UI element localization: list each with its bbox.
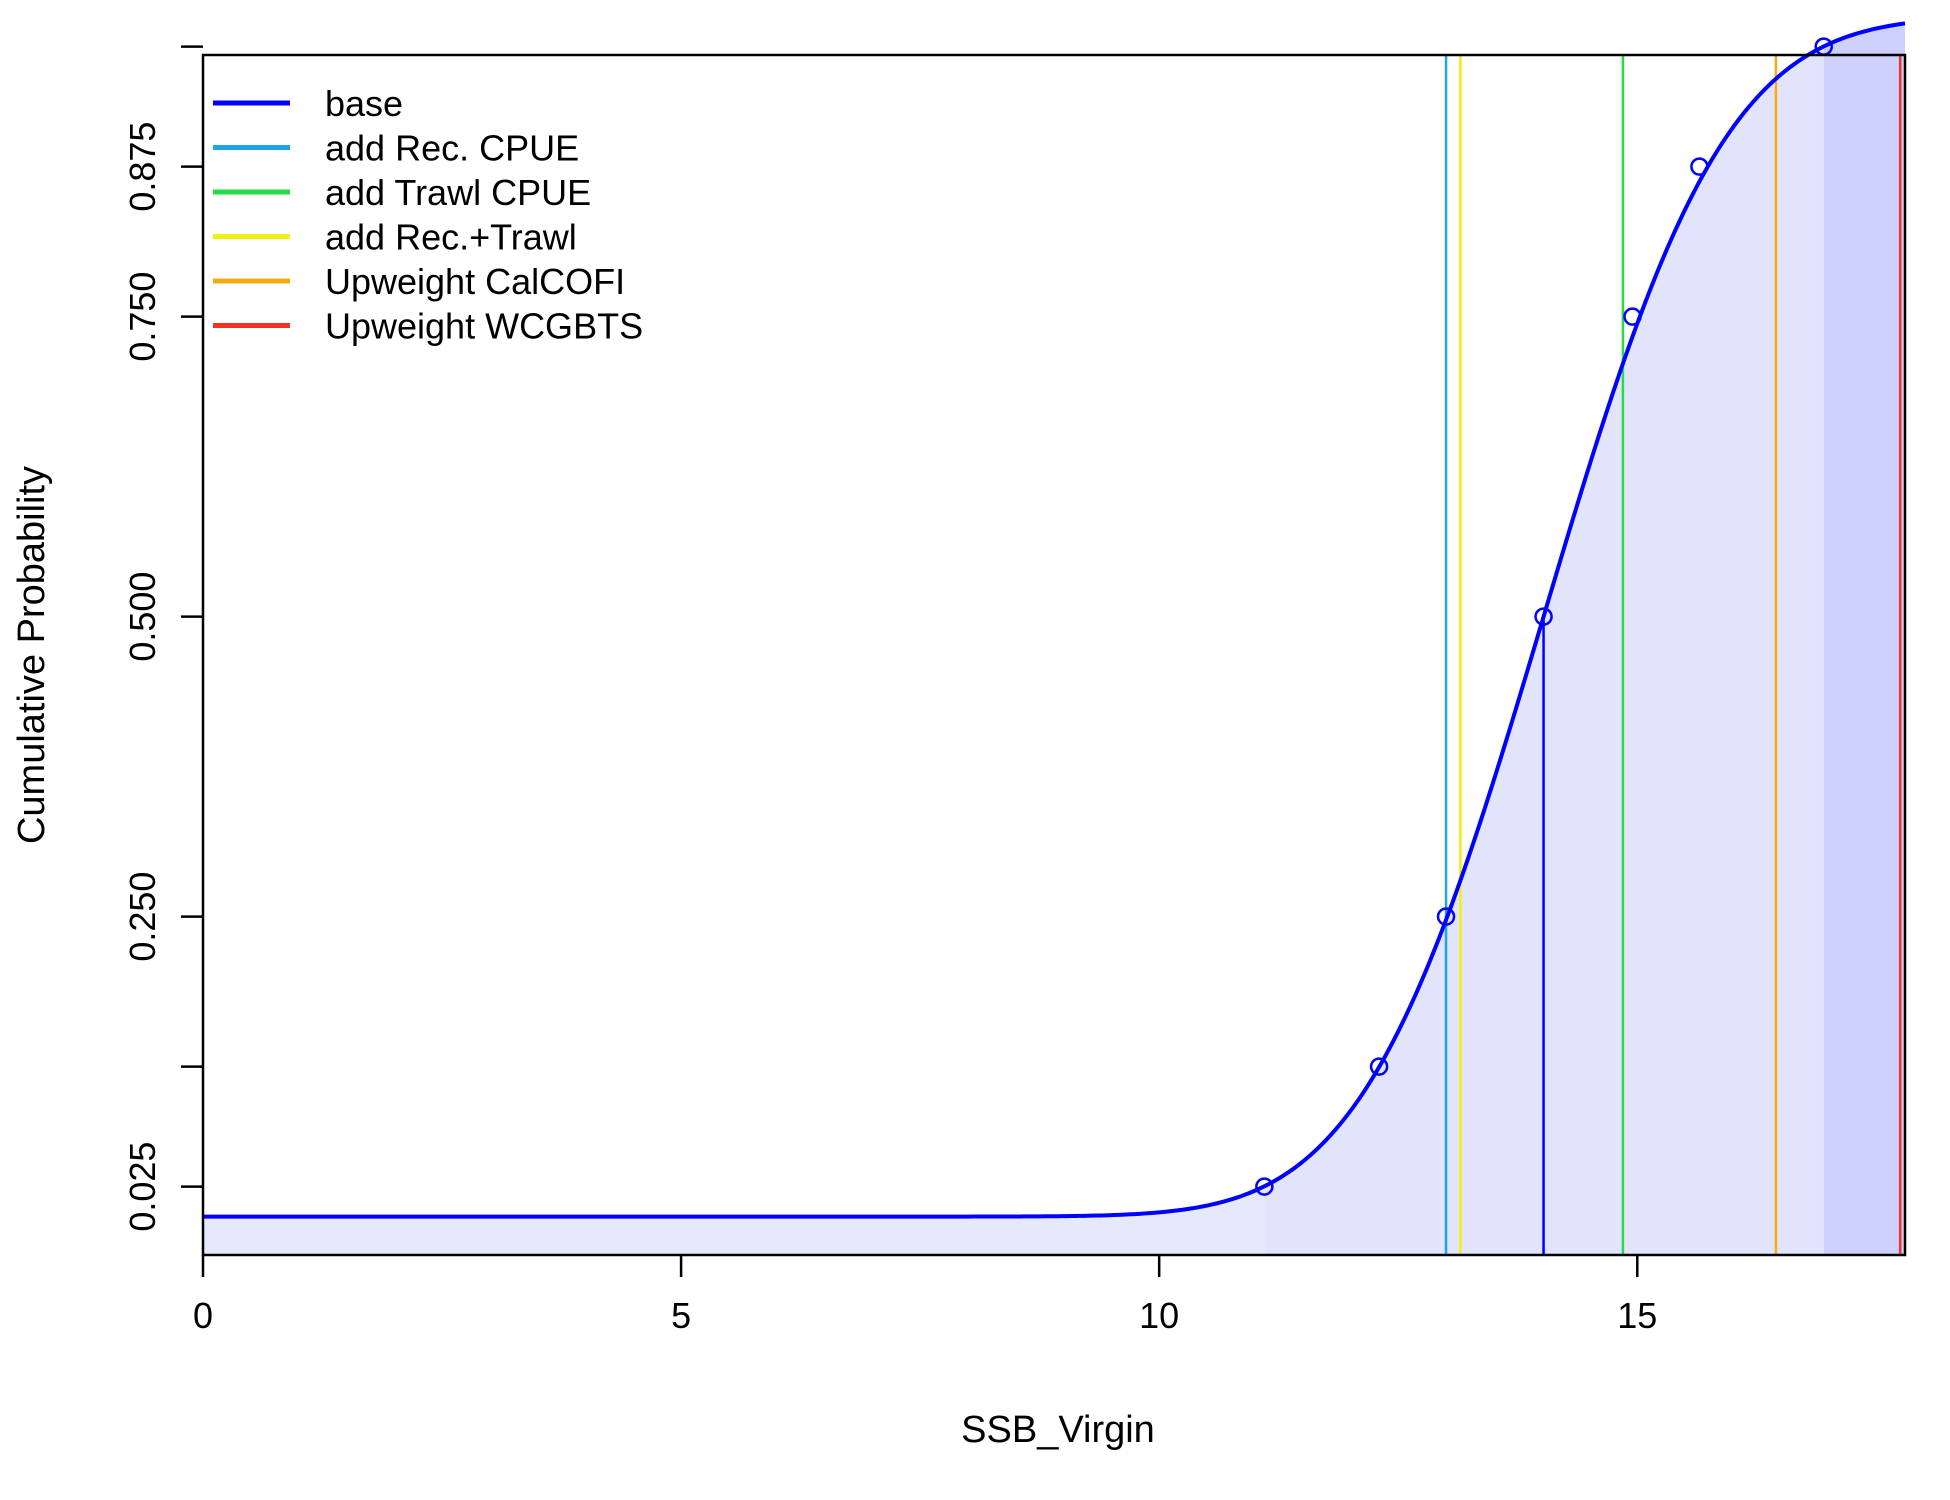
quantile-points [1255,37,1833,1196]
cdf-curve [203,21,1906,1219]
quantile-point-3 [1436,907,1456,926]
x-tick-label-2: 10 [1139,1295,1179,1336]
quantile-point-1 [1255,1177,1274,1196]
legend-label-2: add Rec. CPUE [325,128,579,169]
quantile-point-6 [1690,157,1709,176]
y-axis-label: Cumulative Probability [11,466,53,844]
y-tick-label-3: 0.500 [122,572,163,662]
quantile-point-2 [1369,1057,1389,1076]
x-tick-label-0: 0 [193,1295,213,1336]
x-axis-label: SSB_Virgin [961,1409,1155,1451]
plot-frame [201,53,1907,1257]
y-tick-label-2: 0.250 [122,872,163,962]
x-tick-label-1: 5 [671,1295,691,1336]
y-tick-label-5: 0.875 [122,122,163,212]
legend-label-5: Upweight CalCOFI [325,261,625,302]
comparison-lines [1444,55,1902,1255]
legend-label-4: add Rec.+Trawl [325,217,577,258]
x-axis: 0 5 10 15 [193,1255,1657,1336]
shaded-band-1 [203,1186,1265,1255]
cdf-curve-group [203,21,1906,1219]
y-tick-label-4: 0.750 [122,272,163,362]
legend-label-3: add Trawl CPUE [325,172,591,213]
legend-label-1: base [325,83,403,124]
quantile-point-5 [1623,307,1642,326]
shaded-band-3 [1823,23,1905,1256]
x-tick-label-3: 15 [1617,1295,1657,1336]
y-tick-label-0: 0.025 [122,1142,163,1232]
legend-label-6: Upweight WCGBTS [325,306,643,347]
quantile-point-4 [1534,607,1553,626]
y-axis: 0.025 0.250 0.500 0.750 0.875 [122,45,203,1232]
